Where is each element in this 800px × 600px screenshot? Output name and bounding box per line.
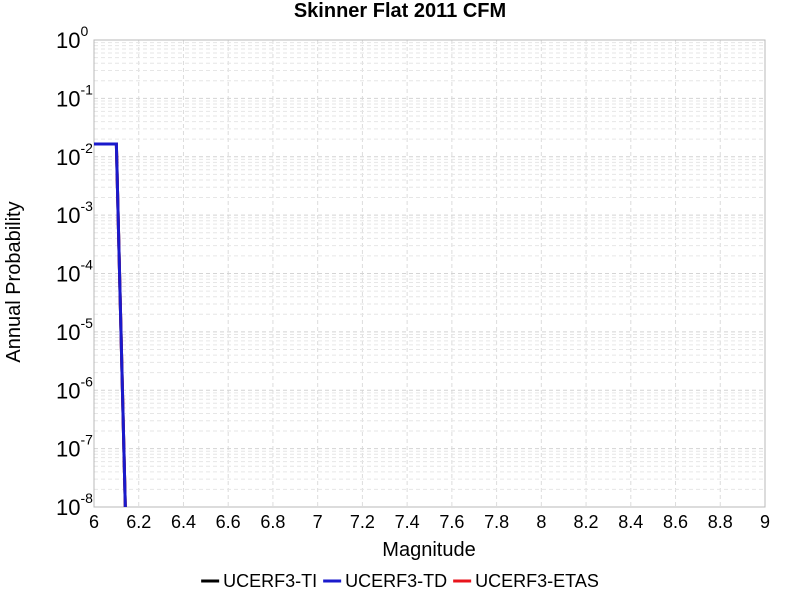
- y-tick-base: 10: [56, 262, 80, 287]
- x-tick-label: 7.8: [484, 512, 509, 532]
- chart-title: Skinner Flat 2011 CFM: [294, 0, 506, 22]
- grid: [93, 40, 766, 508]
- y-tick-label: 10-5: [56, 315, 93, 345]
- y-tick-exponent: -8: [80, 490, 93, 506]
- y-tick-label: 10-2: [56, 140, 93, 170]
- y-tick-exponent: -2: [80, 140, 93, 156]
- x-tick-label: 7.2: [350, 512, 375, 532]
- x-axis-label: Magnitude: [382, 539, 475, 561]
- x-tick-label: 8.2: [574, 512, 599, 532]
- legend-item: UCERF3-TI: [201, 571, 317, 591]
- legend-item: UCERF3-ETAS: [453, 571, 599, 591]
- x-tick-label: 6.4: [171, 512, 196, 532]
- x-tick-label: 8: [536, 512, 546, 532]
- y-tick-exponent: -3: [80, 198, 93, 214]
- y-tick-exponent: -4: [80, 257, 93, 273]
- x-tick-label: 8.4: [618, 512, 643, 532]
- x-tick-label: 6.6: [216, 512, 241, 532]
- y-tick-base: 10: [56, 203, 80, 228]
- y-tick-base: 10: [56, 378, 80, 403]
- x-tick-label: 6: [89, 512, 99, 532]
- x-tick-label: 8.8: [708, 512, 733, 532]
- plot-frame: [93, 39, 766, 508]
- x-tick-label: 8.6: [663, 512, 688, 532]
- series-group: [94, 142, 127, 508]
- y-tick-exponent: -1: [80, 81, 93, 97]
- x-tick-label: 6.2: [126, 512, 151, 532]
- x-tick-label: 7.4: [395, 512, 420, 532]
- x-tick-label: 7: [313, 512, 323, 532]
- y-tick-base: 10: [56, 437, 80, 462]
- series-line-ucerf3-td: [94, 142, 127, 508]
- y-tick-base: 10: [56, 145, 80, 170]
- y-tick-label: 10-8: [56, 490, 93, 520]
- y-tick-base: 10: [56, 495, 80, 520]
- y-tick-base: 10: [56, 320, 80, 345]
- y-tick-label: 10-6: [56, 373, 93, 403]
- y-axis-label: Annual Probability: [3, 201, 25, 362]
- y-tick-base: 10: [56, 28, 80, 53]
- x-tick-label: 9: [760, 512, 770, 532]
- legend-label: UCERF3-TI: [223, 571, 317, 591]
- legend-label: UCERF3-TD: [345, 571, 447, 591]
- y-tick-label: 10-4: [56, 257, 93, 287]
- legend-item: UCERF3-TD: [323, 571, 447, 591]
- y-tick-exponent: -5: [80, 315, 93, 331]
- x-tick-label: 6.8: [260, 512, 285, 532]
- x-tick-labels: 6 6.2 6.4 6.6 6.8 7 7.2 7.4 7.6 7.8 8 8.2 8.4 8.6 8.8 9: [89, 512, 770, 532]
- y-tick-label: 100: [56, 23, 88, 53]
- y-tick-exponent: 0: [80, 23, 88, 39]
- y-tick-label: 10-7: [56, 432, 93, 462]
- x-tick-label: 7.6: [439, 512, 464, 532]
- legend: UCERF3-TI UCERF3-TD UCERF3-ETAS: [201, 571, 599, 591]
- y-tick-exponent: -6: [80, 373, 93, 389]
- y-tick-label: 10-1: [56, 81, 93, 111]
- y-tick-label: 10-3: [56, 198, 93, 228]
- y-tick-exponent: -7: [80, 432, 93, 448]
- y-tick-base: 10: [56, 86, 80, 111]
- legend-label: UCERF3-ETAS: [475, 571, 599, 591]
